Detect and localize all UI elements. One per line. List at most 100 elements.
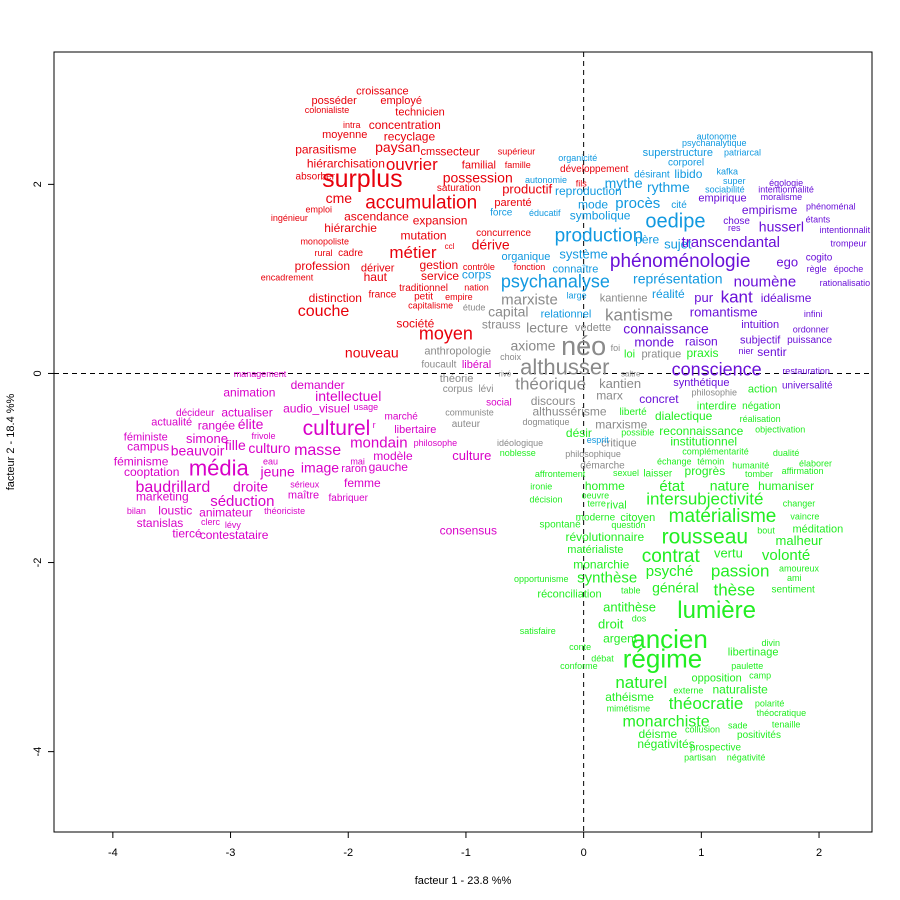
word-point: dialectique bbox=[655, 409, 713, 423]
word-point: possible bbox=[621, 427, 654, 437]
word-point: parasitisme bbox=[295, 142, 357, 156]
word-point: auteur bbox=[452, 419, 481, 430]
word-point: rangée bbox=[198, 419, 236, 433]
word-point: mutation bbox=[401, 229, 447, 243]
word-point: développement bbox=[560, 164, 629, 175]
y-tick-label: 0 bbox=[32, 370, 44, 376]
word-point: dogmatique bbox=[522, 417, 569, 427]
word-point: choix bbox=[500, 352, 522, 362]
word-point: marketing bbox=[136, 489, 189, 503]
word-point: connaissance bbox=[623, 321, 709, 337]
word-point: interdire bbox=[697, 400, 737, 412]
word-point: expansion bbox=[413, 213, 468, 227]
word-point: mondain bbox=[350, 434, 408, 451]
word-point: intentionnalit bbox=[820, 225, 871, 235]
word-point: changer bbox=[783, 498, 816, 508]
word-point: ordonner bbox=[793, 324, 829, 334]
word-point: empirisme bbox=[742, 203, 798, 217]
word-point: autonome bbox=[697, 131, 737, 141]
word-point: maître bbox=[288, 489, 319, 501]
x-tick-label: -4 bbox=[108, 847, 118, 859]
word-point: féminisme bbox=[114, 454, 169, 468]
word-point: puissance bbox=[787, 335, 832, 346]
word-point: affirmation bbox=[782, 466, 824, 476]
word-point: moyen bbox=[419, 323, 473, 343]
word-point: externe bbox=[673, 686, 703, 696]
word-point: service bbox=[421, 269, 459, 283]
word-point: monarchie bbox=[573, 558, 629, 572]
word-point: régime bbox=[623, 644, 702, 674]
word-point: transcendantal bbox=[682, 234, 780, 251]
x-axis-label: facteur 1 - 23.8 %% bbox=[415, 875, 512, 887]
word-point: contrat bbox=[642, 546, 701, 567]
word-point: état bbox=[659, 478, 685, 495]
word-point: r bbox=[373, 420, 376, 430]
word-point: intersubjectivité bbox=[646, 490, 763, 509]
word-point: sociabilité bbox=[705, 184, 745, 194]
word-point: dériver bbox=[361, 262, 395, 274]
word-point: restauration bbox=[782, 366, 830, 376]
word-point: moderne bbox=[576, 513, 616, 524]
y-tick-label: 2 bbox=[32, 181, 44, 187]
word-point: emploi bbox=[306, 204, 333, 214]
word-point: possession bbox=[443, 169, 513, 185]
word-point: productif bbox=[502, 181, 552, 196]
word-point: cooptation bbox=[124, 465, 179, 479]
word-point: cité bbox=[671, 200, 687, 211]
word-point: intuition bbox=[741, 319, 779, 331]
word-point: anthropologie bbox=[424, 346, 491, 358]
word-point: rivé bbox=[498, 370, 511, 379]
word-point: lévi bbox=[478, 384, 493, 395]
word-point: ami bbox=[787, 573, 802, 583]
word-point: encadrement bbox=[261, 272, 314, 282]
word-point: organique bbox=[501, 251, 550, 263]
x-tick-label: -2 bbox=[343, 847, 353, 859]
word-point: polarité bbox=[755, 699, 785, 709]
word-point: bout bbox=[757, 526, 775, 536]
word-point: règle bbox=[807, 264, 827, 274]
word-point: mai bbox=[350, 457, 365, 467]
word-point: psychanalyse bbox=[501, 271, 610, 291]
word-point: débat bbox=[591, 653, 614, 663]
word-point: passion bbox=[711, 561, 770, 580]
word-point: philosophe bbox=[414, 438, 458, 448]
word-point: monde bbox=[634, 335, 674, 350]
word-point: super bbox=[723, 176, 746, 186]
word-point: patriarcal bbox=[724, 148, 761, 158]
word-point: baudrillard bbox=[136, 479, 211, 496]
word-point: famille bbox=[505, 160, 531, 170]
word-point: action bbox=[748, 383, 777, 395]
word-point: décision bbox=[529, 495, 562, 505]
word-point: hiérarchisation bbox=[307, 157, 385, 171]
word-point: synthèse bbox=[577, 570, 637, 587]
word-point: sujet bbox=[664, 236, 692, 251]
word-point: nier bbox=[739, 346, 754, 356]
x-tick-label: 1 bbox=[698, 847, 704, 859]
word-point: humaniser bbox=[758, 479, 814, 493]
word-point: intellectuel bbox=[315, 388, 381, 404]
word-point: média bbox=[189, 456, 250, 481]
word-point: tenaille bbox=[772, 720, 801, 730]
word-point: théoriciste bbox=[264, 506, 305, 516]
word-point: culture bbox=[452, 448, 491, 463]
word-point: collusion bbox=[685, 724, 720, 734]
word-point: monopoliste bbox=[300, 236, 349, 246]
word-point: rythme bbox=[647, 179, 690, 195]
x-tick-label: 0 bbox=[581, 847, 587, 859]
word-point: dérive bbox=[472, 237, 510, 253]
word-point: profession bbox=[295, 259, 350, 273]
word-point: corps bbox=[462, 267, 491, 281]
word-point: réconciliation bbox=[537, 589, 601, 601]
word-point: ouvrier bbox=[386, 155, 438, 174]
word-point: althussérisme bbox=[533, 404, 607, 418]
x-tick-label: 2 bbox=[816, 847, 822, 859]
word-point: petit bbox=[414, 292, 433, 303]
word-point: animateur bbox=[199, 506, 252, 520]
word-point: esprit bbox=[587, 435, 610, 445]
word-point: libido bbox=[674, 167, 702, 181]
word-point: ingénieur bbox=[271, 213, 308, 223]
y-tick-label: -4 bbox=[32, 747, 44, 757]
word-point: réalité bbox=[652, 287, 685, 301]
word-point: argent bbox=[603, 631, 638, 645]
